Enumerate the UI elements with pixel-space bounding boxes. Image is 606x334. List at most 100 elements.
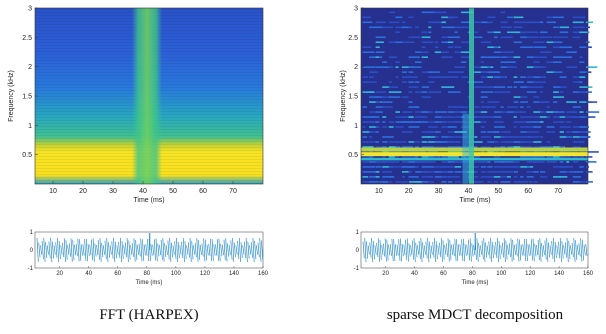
- mdct-atom: [395, 126, 403, 128]
- mdct-atom: [586, 66, 597, 68]
- mdct-atom: [560, 86, 567, 88]
- mdct-atom: [448, 41, 453, 43]
- mdct-atom: [553, 91, 559, 93]
- mdct-atom: [533, 46, 546, 48]
- caption-fft: FFT (HARPEX): [99, 307, 198, 323]
- mdct-atom: [487, 101, 499, 103]
- mdct-atom: [389, 66, 393, 68]
- mdct-atom: [481, 126, 485, 128]
- mdct-atom: [474, 171, 478, 173]
- mdct-atom: [500, 76, 505, 78]
- mdct-atom: [533, 41, 544, 43]
- fft-waveform-frame: [35, 232, 263, 268]
- mdct-atom: [514, 126, 517, 128]
- mdct-atom: [362, 17, 371, 19]
- mdct-atom: [481, 56, 487, 58]
- mdct-atom: [382, 36, 385, 38]
- mdct-atom: [448, 181, 453, 183]
- mdct-atom: [389, 161, 395, 163]
- mdct-atom: [560, 161, 564, 163]
- mdct-atom: [586, 131, 591, 133]
- fft-spectrogram: 10 20 30 40 50 60 700.511.522.53 Time (ms) Fre…: [8, 6, 263, 205]
- mdct-atom: [389, 156, 395, 158]
- mdct-atom: [422, 86, 429, 88]
- mdct-atom: [540, 21, 543, 23]
- caption-mdct: sparse MDCT decomposition: [387, 307, 564, 323]
- mdct-atom: [382, 126, 387, 128]
- mdct-atom: [579, 61, 584, 63]
- mdct-atom: [389, 176, 393, 178]
- mdct-atom: [507, 66, 517, 68]
- mdct-atom: [415, 51, 421, 53]
- mdct-atom: [586, 181, 593, 183]
- mdct-atom: [507, 106, 518, 108]
- mdct-ytick-label: 1.5: [348, 94, 358, 101]
- mdct-atom: [514, 17, 524, 19]
- mdct-atom: [533, 171, 538, 173]
- mdct-atom: [487, 21, 493, 23]
- mdct-ylabel: Frequency (kHz): [340, 70, 347, 122]
- mdct-atom: [454, 166, 461, 168]
- mdct-atom: [376, 46, 380, 48]
- mdct-atom: [566, 171, 570, 173]
- mdct-atom: [389, 81, 392, 83]
- mdct-atom: [553, 101, 557, 103]
- mdct-ytick-label: 1: [354, 123, 358, 130]
- mdct-atom: [415, 26, 419, 28]
- mdct-atom: [520, 106, 523, 108]
- mdct-atom: [527, 76, 534, 78]
- mdct-atom: [422, 141, 428, 143]
- mdct-atom: [395, 111, 400, 113]
- mdct-atom: [560, 91, 564, 93]
- mdct-atom: [579, 166, 583, 168]
- mdct-atom: [566, 161, 569, 163]
- mdct-atom: [566, 101, 577, 103]
- mdct-atom: [435, 76, 442, 78]
- mdct-atom: [422, 91, 428, 93]
- mdct-atom: [500, 131, 511, 133]
- mdct-atom: [514, 171, 518, 173]
- mdct-atom: [408, 17, 413, 19]
- mdct-atom: [435, 41, 438, 43]
- mdct-atom: [494, 71, 500, 73]
- mdct-atom: [441, 51, 449, 53]
- mdct-atom: [428, 181, 434, 183]
- mdct-atom: [362, 106, 367, 108]
- mdct-atom: [369, 136, 372, 138]
- mdct-atom: [422, 36, 431, 38]
- mdct-atom: [533, 121, 540, 123]
- mdct-atom: [573, 116, 579, 118]
- mdct-xtick-label: 40: [465, 188, 473, 195]
- mdct-atom: [408, 141, 414, 143]
- mdct-atom: [389, 166, 395, 168]
- mdct-atom: [500, 106, 503, 108]
- mdct-atom: [441, 56, 452, 58]
- mdct-atom: [586, 21, 593, 23]
- mdct-atom: [376, 111, 383, 113]
- mdct-wave-xtick-label: 160: [583, 271, 594, 277]
- mdct-atom: [474, 176, 478, 178]
- fft-xtick-label: 10: [49, 188, 57, 195]
- mdct-atom: [448, 46, 453, 48]
- mdct-atom: [579, 141, 584, 143]
- mdct-atom: [573, 26, 585, 28]
- mdct-atom: [376, 131, 379, 133]
- mdct-atom: [389, 96, 401, 98]
- mdct-atom: [362, 21, 372, 23]
- mdct-atom: [454, 31, 457, 33]
- mdct-atom: [382, 161, 386, 163]
- fft-wave-ytick-label: 0: [30, 248, 34, 254]
- mdct-atom: [362, 126, 365, 128]
- mdct-atom: [382, 171, 392, 173]
- mdct-atom: [415, 91, 423, 93]
- mdct-atom: [441, 86, 454, 88]
- mdct-atom: [579, 156, 584, 158]
- fft-xtick-label: 60: [199, 188, 207, 195]
- mdct-atom: [362, 136, 366, 138]
- mdct-atom: [586, 156, 593, 158]
- mdct-atom: [494, 121, 501, 123]
- mdct-atom: [402, 21, 405, 23]
- mdct-atom: [448, 106, 456, 108]
- mdct-atom: [408, 116, 413, 118]
- mdct-atom: [481, 66, 493, 68]
